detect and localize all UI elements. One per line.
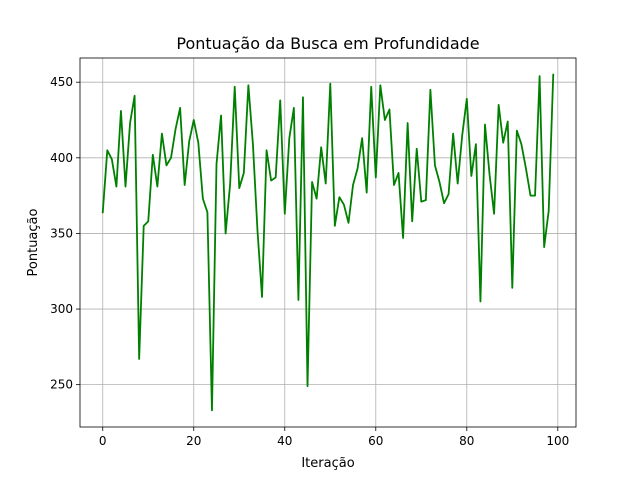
axis-ticks: 0 20 40 60 80 100 250 300 350 400 450 xyxy=(50,75,569,448)
x-tick-label: 100 xyxy=(546,434,569,448)
y-tick-label: 350 xyxy=(50,226,73,240)
plot-frame xyxy=(79,57,577,428)
x-tick-label: 0 xyxy=(99,434,107,448)
x-tick-label: 80 xyxy=(459,434,474,448)
x-tick-label: 60 xyxy=(368,434,383,448)
series-line xyxy=(101,73,555,412)
y-axis-label: Pontuação xyxy=(26,208,41,276)
x-tick-label: 40 xyxy=(277,434,292,448)
y-tick-label: 300 xyxy=(50,302,73,316)
y-tick-label: 250 xyxy=(50,378,73,392)
series-layer xyxy=(101,73,555,412)
x-tick-label: 20 xyxy=(186,434,201,448)
x-axis-label: Iteração xyxy=(301,456,354,471)
grid-lines xyxy=(80,58,576,427)
y-tick-label: 450 xyxy=(50,75,73,89)
chart-title: Pontuação da Busca em Profundidade xyxy=(176,34,479,53)
y-tick-label: 400 xyxy=(50,151,73,165)
